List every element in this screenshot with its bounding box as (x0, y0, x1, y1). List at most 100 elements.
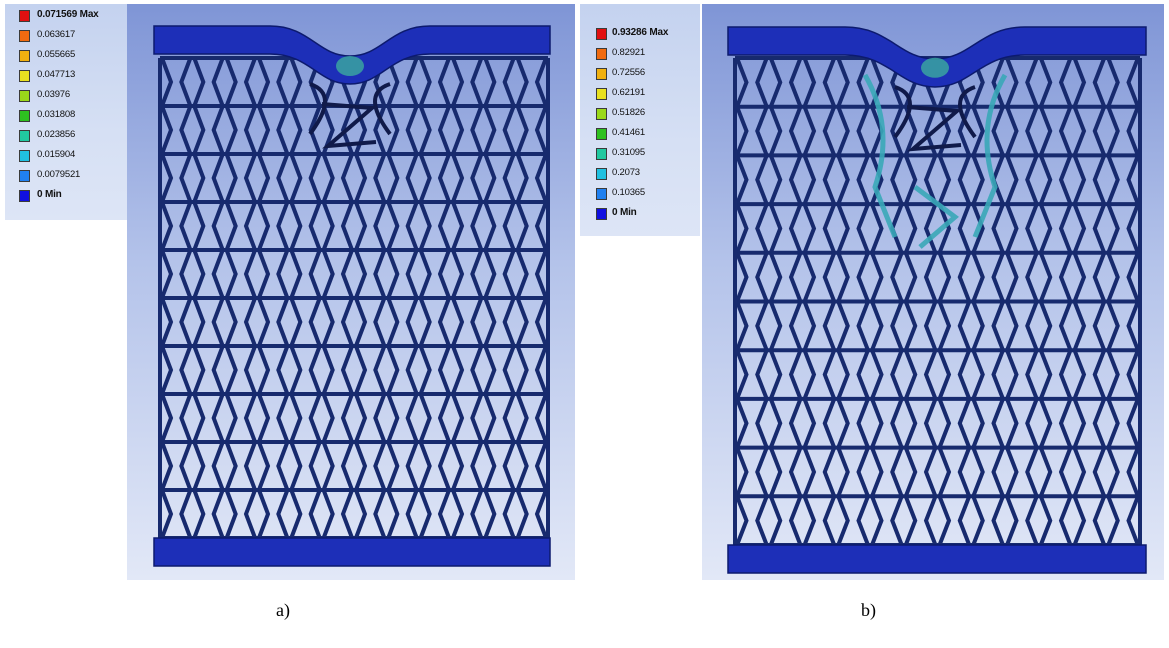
lattice-cell-strut (470, 249, 484, 299)
lattice-cell-strut (451, 201, 465, 251)
lattice-cell-strut (289, 489, 303, 539)
lattice-cell-strut (937, 154, 952, 205)
lattice-cell-strut (923, 349, 938, 400)
lattice-cell-strut (836, 154, 850, 205)
lattice-cell-strut (1072, 203, 1087, 254)
lattice-cell-strut (211, 105, 225, 155)
legend-row: 0.031808 (5, 109, 127, 122)
lattice-cell-strut (160, 441, 174, 491)
lattice-cell-strut (502, 105, 516, 155)
lattice-cell-strut (1038, 57, 1053, 108)
lattice-cell-strut (224, 57, 238, 107)
lattice-cell-strut (1126, 300, 1140, 351)
lattice-cell-strut (243, 345, 257, 395)
collapsed-strut (308, 82, 327, 136)
lattice-cell-strut (1126, 446, 1140, 498)
legend-row: 0.023856 (5, 129, 127, 142)
lattice-cell-strut (903, 300, 918, 351)
lattice-cell-strut (224, 489, 238, 539)
collapsed-strut (893, 85, 912, 139)
lattice-cell-strut (1005, 154, 1019, 205)
lattice-cell-strut (1092, 446, 1107, 498)
contact-zone (921, 57, 949, 78)
lattice-cell-strut (856, 495, 870, 546)
lattice-cell-strut (1025, 300, 1039, 351)
legend-swatch (596, 148, 607, 160)
lattice-cell-strut (354, 393, 368, 443)
lattice-cell-strut (957, 300, 972, 351)
lattice-cell-strut (802, 105, 817, 157)
lattice-cell-strut (788, 105, 803, 157)
lattice-cell-strut (1106, 252, 1120, 303)
lattice-cell-strut (179, 153, 193, 203)
lattice-cell-strut (1092, 300, 1107, 351)
lattice-cell-strut (1025, 495, 1039, 546)
lattice-cell-strut (418, 489, 432, 539)
lattice-cell-strut (405, 441, 419, 491)
lattice-cell-strut (243, 441, 257, 491)
lattice-cell-strut (534, 297, 548, 347)
lattice-cell-strut (1106, 446, 1120, 498)
lattice-cell-strut (534, 105, 548, 155)
lattice-cell-strut (386, 153, 400, 203)
lattice-cell-strut (224, 393, 238, 443)
lattice-cell-strut (289, 105, 303, 155)
lattice-cell-strut (373, 249, 387, 299)
lattice-cell-strut (1106, 154, 1120, 205)
lattice-cell-strut (373, 345, 387, 395)
caption-a: a) (276, 600, 290, 620)
lattice-cell-strut (373, 297, 387, 347)
lattice-cell-strut (483, 201, 497, 251)
lattice-cell-strut (937, 495, 952, 546)
lattice-cell-strut (802, 495, 817, 546)
stress-strut (862, 73, 898, 238)
lattice-cell-strut (515, 441, 529, 491)
lattice-cell-strut (224, 105, 238, 155)
lattice-cell-strut (160, 201, 174, 251)
lattice-cell-strut (211, 345, 225, 395)
lattice-cell-strut (890, 398, 904, 449)
lattice-cell-strut (534, 57, 548, 107)
lattice-cell-strut (903, 203, 918, 254)
lattice-cell-strut (437, 201, 451, 251)
lattice-cell-strut (470, 201, 484, 251)
lattice-cell-strut (1106, 203, 1120, 254)
lattice-cell-strut (257, 489, 271, 539)
lattice-cell-strut (257, 105, 271, 155)
lattice-cell-strut (373, 489, 387, 539)
lattice-cell-strut (755, 495, 769, 546)
lattice-cell-strut (160, 249, 174, 299)
lattice-cell-strut (192, 57, 206, 107)
lattice-cell-strut (856, 349, 870, 400)
lattice-cell-strut (1106, 349, 1120, 400)
lattice-cell-strut (502, 57, 516, 107)
lattice-cell-strut (788, 398, 803, 449)
lattice-cell-strut (418, 249, 432, 299)
lattice-cell-strut (735, 57, 749, 108)
lattice-cell-strut (192, 489, 206, 539)
lattice-cell-strut (788, 154, 803, 205)
lattice-cell-strut (289, 345, 303, 395)
caption-b: b) (861, 600, 876, 620)
lattice-cell-strut (822, 398, 837, 449)
lattice-grid (158, 56, 550, 540)
lattice-cell-strut (160, 393, 174, 443)
lattice-cell-strut (890, 154, 904, 205)
lattice-cell-strut (257, 57, 271, 107)
lattice-cell-strut (470, 393, 484, 443)
lattice-cell-strut (971, 446, 985, 498)
lattice-cell-strut (1092, 203, 1107, 254)
lattice-cell-strut (483, 393, 497, 443)
lattice-cell-strut (890, 446, 904, 498)
lattice-cell-strut (340, 297, 354, 347)
lattice-cell-strut (991, 495, 1005, 546)
legend-label: 0.071569 Max (37, 9, 99, 20)
lattice-cell-strut (308, 297, 322, 347)
lattice-cell-strut (515, 489, 529, 539)
lattice-cell-strut (321, 153, 335, 203)
lattice-cell-strut (483, 249, 497, 299)
lattice-cell-strut (451, 393, 465, 443)
lattice-cell-strut (957, 154, 972, 205)
lattice-cell-strut (308, 489, 322, 539)
lattice-cell-strut (386, 489, 400, 539)
